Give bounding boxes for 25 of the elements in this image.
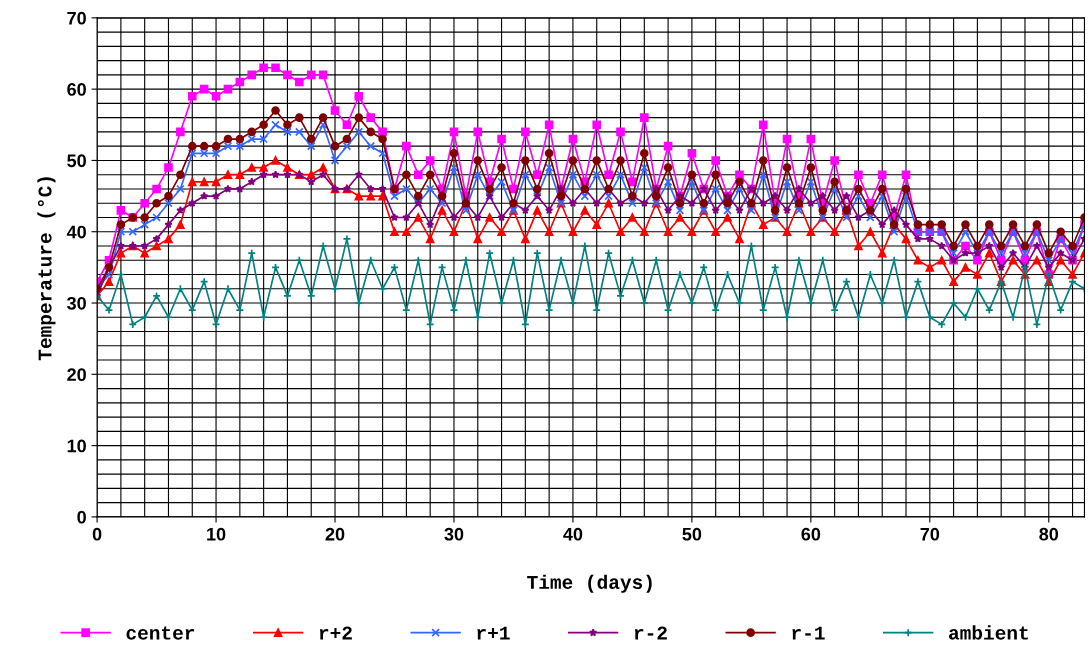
x-tick-label: 80	[1039, 527, 1059, 541]
y-axis-title: Temperature (°C)	[37, 177, 56, 361]
y-tick-label: 10	[67, 439, 86, 453]
y-tick-label: 30	[67, 296, 86, 310]
x-tick-label: 40	[563, 527, 583, 541]
y-tick-label: 70	[67, 11, 86, 25]
x-tick-label: 30	[444, 527, 464, 541]
y-tick-label: 60	[67, 83, 86, 96]
y-tick-label: 40	[66, 225, 86, 239]
legend-label: r+2	[319, 626, 352, 640]
y-tick-label: 20	[67, 368, 86, 382]
x-tick-label: 60	[801, 527, 821, 541]
y-tick-label: 0	[77, 510, 86, 524]
y-tick-label: 50	[67, 154, 86, 168]
x-tick-label: 10	[207, 527, 226, 541]
legend-label: r-2	[634, 626, 667, 640]
legend-label: center	[126, 626, 195, 640]
legend-label: r-1	[792, 626, 825, 640]
legend-label: ambient	[949, 625, 1028, 640]
x-axis-title: Time (days)	[527, 574, 652, 593]
x-tick-label: 70	[920, 527, 940, 541]
x-tick-label: 50	[682, 527, 702, 541]
x-tick-label: 0	[92, 527, 102, 541]
legend-label: r+1	[477, 626, 510, 640]
x-tick-label: 20	[325, 527, 345, 541]
